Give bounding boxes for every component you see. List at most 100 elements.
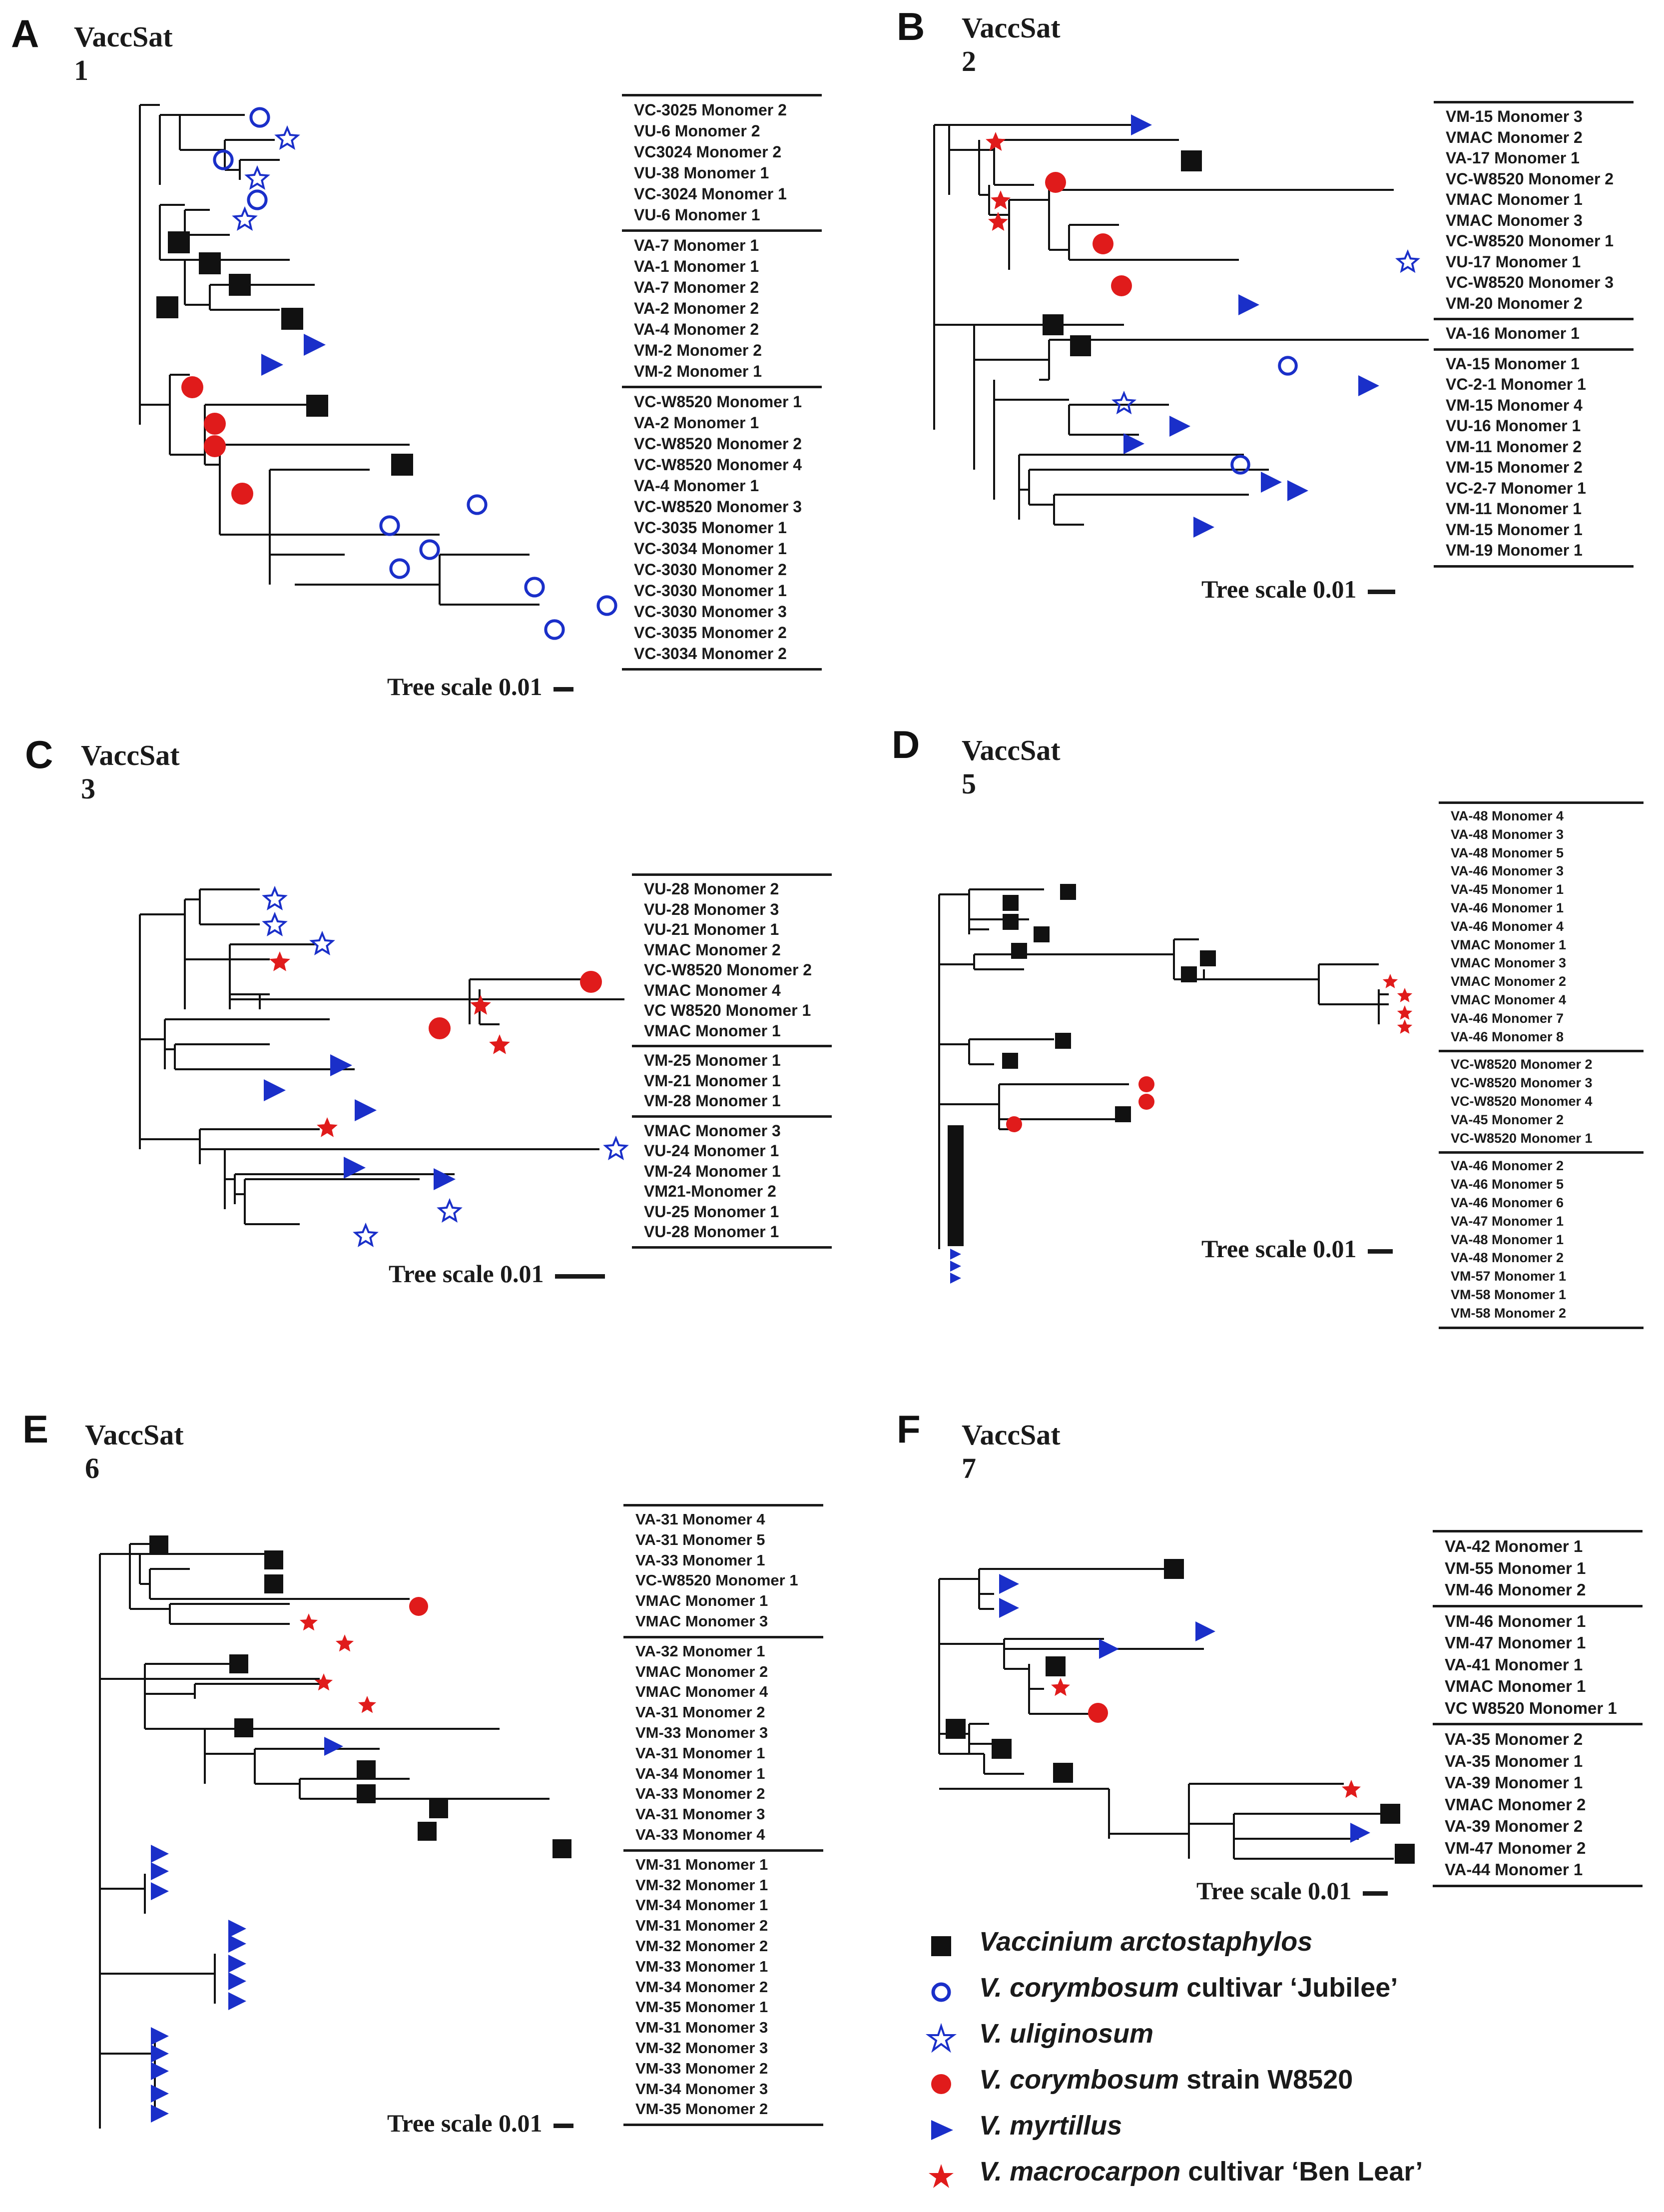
leaf-label: VM-2 Monomer 1 — [634, 362, 762, 380]
leaf-label: VM-31 Monomer 2 — [635, 1917, 768, 1935]
square-tip-marker — [948, 1170, 964, 1186]
red-dot-tip-marker — [409, 1597, 428, 1616]
leaf-label: VA-35 Monomer 1 — [1445, 1751, 1583, 1770]
square-tip-marker — [1003, 895, 1019, 911]
triangle-tip-marker — [950, 1249, 961, 1260]
leaf-label: VM-25 Monomer 1 — [644, 1051, 781, 1069]
leaf-label: VA-46 Monomer 5 — [1451, 1177, 1564, 1192]
legend-label: V. corymbosum strain W8520 — [979, 2065, 1353, 2095]
open-star-tip-marker — [274, 125, 300, 150]
leaf-label: VMAC Monomer 2 — [1446, 128, 1583, 146]
leaf-label: VA-48 Monomer 3 — [1451, 826, 1564, 842]
leaf-label: VU-21 Monomer 1 — [644, 920, 779, 938]
leaf-label: VA-33 Monomer 1 — [635, 1551, 765, 1569]
leaf-group: VM-31 Monomer 1 VM-32 Monomer 1 VM-34 Mo… — [623, 1849, 823, 2127]
square-tip-marker — [357, 1760, 376, 1779]
square-tip-marker — [553, 1839, 571, 1858]
leaf-group: VA-42 Monomer 1 VM-55 Monomer 1 VM-46 Mo… — [1433, 1530, 1643, 1605]
red-star-tip-marker — [317, 1117, 338, 1137]
leaf-label: VA-33 Monomer 2 — [635, 1785, 765, 1803]
tree-scale: Tree scale 0.01 — [1201, 575, 1395, 604]
triangle-tip-marker — [1358, 375, 1379, 396]
leaf-label: VA-31 Monomer 1 — [635, 1744, 765, 1762]
triangle-tip-marker — [950, 1273, 961, 1284]
triangle-tip-marker — [950, 1261, 961, 1272]
leaf-label-table: VA-31 Monomer 4 VA-31 Monomer 5 VA-33 Mo… — [623, 1504, 823, 2127]
tree-scale-label: Tree scale 0.01 — [387, 2109, 543, 2137]
leaf-group: VC-3025 Monomer 2 VU-6 Monomer 2 VC3024 … — [622, 94, 822, 229]
leaf-label: VA-35 Monomer 2 — [1445, 1730, 1583, 1748]
open-star-tip-marker — [309, 930, 335, 956]
open-star-tip-marker — [262, 885, 288, 911]
leaf-group: VA-46 Monomer 2 VA-46 Monomer 5 VA-46 Mo… — [1439, 1151, 1644, 1329]
leaf-label: VMAC Monomer 4 — [1451, 992, 1567, 1007]
square-tip-marker — [1070, 335, 1091, 356]
leaf-label: VA-45 Monomer 2 — [1451, 1112, 1564, 1127]
leaf-label: VA-7 Monomer 2 — [634, 278, 759, 296]
leaf-label: VM-58 Monomer 2 — [1451, 1305, 1567, 1321]
square-tip-marker — [1164, 1559, 1184, 1579]
leaf-label: VA-31 Monomer 2 — [635, 1703, 765, 1721]
leaf-label-table: VU-28 Monomer 2 VU-28 Monomer 3 VU-21 Mo… — [632, 873, 832, 1249]
leaf-label: VA-4 Monomer 1 — [634, 477, 759, 495]
scale-bar — [555, 1274, 605, 1279]
red-dot-tip-marker — [1045, 172, 1066, 193]
panel-title: VaccSat 7 — [962, 1419, 1061, 1484]
square-tip-marker — [948, 1215, 964, 1231]
leaf-label: VC-W8520 Monomer 2 — [644, 961, 812, 979]
leaf-label: VM-24 Monomer 1 — [644, 1162, 781, 1180]
leaf-label: VA-32 Monomer 1 — [635, 1642, 765, 1660]
red-star-icon — [929, 2164, 954, 2188]
leaf-label: VU-28 Monomer 2 — [644, 880, 779, 898]
red-dot-tip-marker — [429, 1017, 451, 1039]
leaf-label: VA-48 Monomer 2 — [1451, 1250, 1564, 1266]
square-tip-marker — [1053, 1763, 1073, 1783]
leaf-label: VM-34 Monomer 3 — [635, 2080, 768, 2098]
leaf-label: VC-2-1 Monomer 1 — [1446, 375, 1586, 393]
leaf-label: VM-33 Monomer 3 — [635, 1723, 768, 1741]
leaf-label: VU-16 Monomer 1 — [1446, 417, 1581, 435]
leaf-label: VC-W8520 Monomer 4 — [634, 456, 802, 474]
leaf-label: VA-39 Monomer 1 — [1445, 1773, 1583, 1792]
triangle-tip-marker — [261, 354, 283, 376]
leaf-label: VM-47 Monomer 1 — [1445, 1633, 1586, 1652]
leaf-group: VC-W8520 Monomer 1 VA-2 Monomer 1 VC-W85… — [622, 386, 822, 671]
legend-label: V. myrtillus — [979, 2111, 1122, 2141]
tree-scale-label: Tree scale 0.01 — [387, 673, 543, 701]
open-star-tip-marker — [437, 1198, 463, 1223]
square-tip-marker — [1055, 1033, 1071, 1049]
square-tip-marker — [229, 1654, 248, 1673]
leaf-label: VMAC Monomer 4 — [635, 1683, 768, 1701]
triangle-tip-marker — [1131, 114, 1152, 135]
triangle-tip-marker — [1169, 416, 1190, 437]
leaf-label: VM-31 Monomer 1 — [635, 1855, 768, 1873]
red-dot-tip-marker — [231, 483, 253, 505]
leaf-label: VC-3024 Monomer 1 — [634, 185, 787, 203]
leaf-label: VA-15 Monomer 1 — [1446, 354, 1580, 373]
panel-title: VaccSat 6 — [85, 1419, 184, 1484]
triangle-tip-marker — [999, 1598, 1019, 1618]
square-tip-marker — [264, 1550, 283, 1569]
leaf-label: VC-W8520 Monomer 1 — [1446, 232, 1614, 250]
square-tip-marker — [199, 252, 221, 274]
leaf-label: VC-3025 Monomer 2 — [634, 101, 787, 119]
leaf-label: VM-35 Monomer 1 — [635, 1998, 768, 2016]
triangle-tip-marker — [151, 2105, 169, 2123]
leaf-label: VM-2 Monomer 2 — [634, 341, 762, 359]
leaf-label: VU-24 Monomer 1 — [644, 1142, 779, 1160]
scale-bar — [1367, 1249, 1393, 1254]
triangle-tip-marker — [324, 1737, 343, 1756]
red-star-tip-marker — [358, 1696, 377, 1713]
red-dot-tip-marker — [1138, 1094, 1154, 1110]
leaf-label: VA-48 Monomer 4 — [1451, 808, 1564, 823]
triangle-tip-marker — [1195, 1621, 1215, 1641]
leaf-label: VC-W8520 Monomer 2 — [1446, 169, 1614, 188]
tree-scale-label: Tree scale 0.01 — [1201, 575, 1357, 603]
leaf-label: VM-34 Monomer 2 — [635, 1978, 768, 1996]
leaf-label: VA-46 Monomer 3 — [1451, 863, 1564, 879]
red-star-tip-marker — [1397, 988, 1413, 1002]
square-tip-marker — [418, 1822, 437, 1841]
triangle-tip-marker — [1350, 1823, 1370, 1843]
leaf-label: VA-42 Monomer 1 — [1445, 1537, 1583, 1555]
